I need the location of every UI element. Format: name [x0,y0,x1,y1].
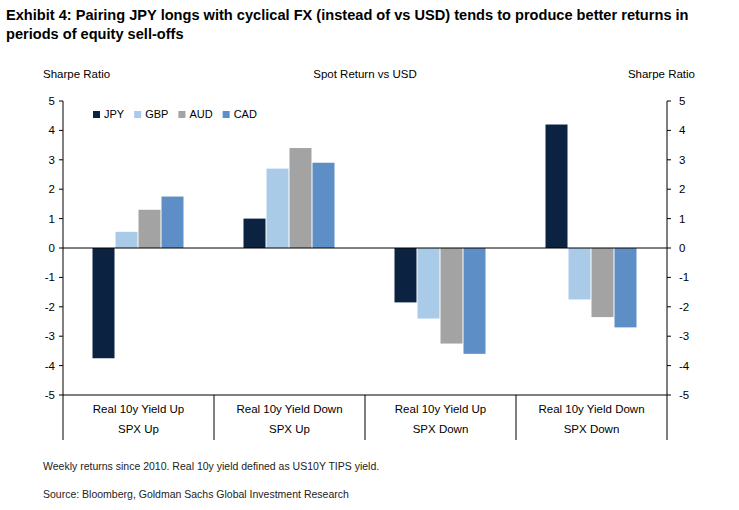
bar [395,248,417,302]
note: Source: Bloomberg, Goldman Sachs Global … [43,488,349,500]
category-label-line: SPX Down [413,423,469,435]
y2-tick-label: -4 [679,360,690,372]
y2-tick-label: 5 [679,95,685,107]
y2-tick-label: 3 [679,154,685,166]
y-tick-label: 0 [49,242,55,254]
y-tick [59,277,63,278]
y2-tick [667,218,671,219]
y2-tick [667,395,671,396]
bar [313,163,335,248]
zero-line [63,248,667,249]
bar [139,210,161,248]
note: Weekly returns since 2010. Real 10y yiel… [43,460,379,472]
y-tick [59,130,63,131]
y2-tick [667,365,671,366]
y2-tick [667,189,671,190]
y-tick-label: 2 [49,183,55,195]
legend: JPY GBP AUD CAD [93,108,257,120]
y-tick [59,395,63,396]
bars [93,125,637,359]
y2-tick [667,306,671,307]
y2-tick-label: 0 [679,242,685,254]
category-label: Real 10y Yield Up SPX Up [93,403,184,435]
chart: Sharpe Ratio Sharpe Ratio Spot Return vs U… [0,0,739,510]
category-label-line: SPX Up [269,423,310,435]
bar [244,219,266,248]
y-tick [59,101,63,102]
category-separator [516,395,517,440]
category-label: Real 10y Yield Down SPX Down [538,403,644,435]
legend-label: AUD [189,108,212,120]
y2-axis-label: Sharpe Ratio [628,68,695,80]
y2-tick [667,277,671,278]
legend-swatch [93,111,100,118]
bar [418,248,440,319]
category-separator [365,395,366,440]
category-label-line: Real 10y Yield Down [236,403,342,415]
y2-tick-label: 1 [679,213,685,225]
category-separator [214,395,215,440]
category-label-line: SPX Down [564,423,620,435]
bar [116,232,138,248]
y-tick [59,189,63,190]
bar [441,248,463,344]
y2-tick [667,101,671,102]
y2-tick-label: -1 [679,271,689,283]
y2-tick [667,130,671,131]
category-separator [667,395,668,440]
y-tick [59,336,63,337]
y2-tick-label: 2 [679,183,685,195]
bar [592,248,614,317]
y2-tick-label: -5 [679,389,689,401]
bar [290,148,312,248]
y-tick [59,248,63,249]
bar [162,197,184,248]
bar [546,125,568,248]
subtitle: Spot Return vs USD [313,68,417,80]
y-tick [59,306,63,307]
y2-tick [667,336,671,337]
category-label-line: Real 10y Yield Up [395,403,486,415]
category-label-line: Real 10y Yield Down [538,403,644,415]
y-tick-label: 5 [49,95,55,107]
y-tick-label: -1 [45,271,55,283]
y-tick-label: 3 [49,154,55,166]
y-tick [59,159,63,160]
y-tick-label: 1 [49,213,55,225]
category-label: Real 10y Yield Up SPX Down [395,403,486,435]
legend-label: CAD [234,108,257,120]
bar [464,248,486,354]
legend-label: JPY [104,108,125,120]
y2-tick [667,159,671,160]
y-tick-label: -3 [45,330,55,342]
category-label: Real 10y Yield Down SPX Up [236,403,342,435]
y2-tick-label: -3 [679,330,689,342]
category-label-line: SPX Up [118,423,159,435]
y-tick-label: 4 [49,124,56,136]
legend-swatch [134,111,141,118]
y-axis-label: Sharpe Ratio [43,68,110,80]
title: Exhibit 4: Pairing JPY longs with cyclic… [6,6,731,44]
y-tick-label: -2 [45,301,55,313]
y2-tick-label: -2 [679,301,689,313]
y-tick-label: -5 [45,389,55,401]
legend-swatch [223,111,230,118]
category-separator [63,395,64,440]
y2-tick-label: 4 [679,124,686,136]
legend-swatch [178,111,185,118]
category-label-line: Real 10y Yield Up [93,403,184,415]
y-tick-label: -4 [45,360,56,372]
y-tick [59,365,63,366]
bar [569,248,591,299]
bar [267,169,289,248]
bar [93,248,115,358]
legend-label: GBP [145,108,168,120]
bar [615,248,637,327]
y-tick [59,218,63,219]
y2-tick [667,248,671,249]
